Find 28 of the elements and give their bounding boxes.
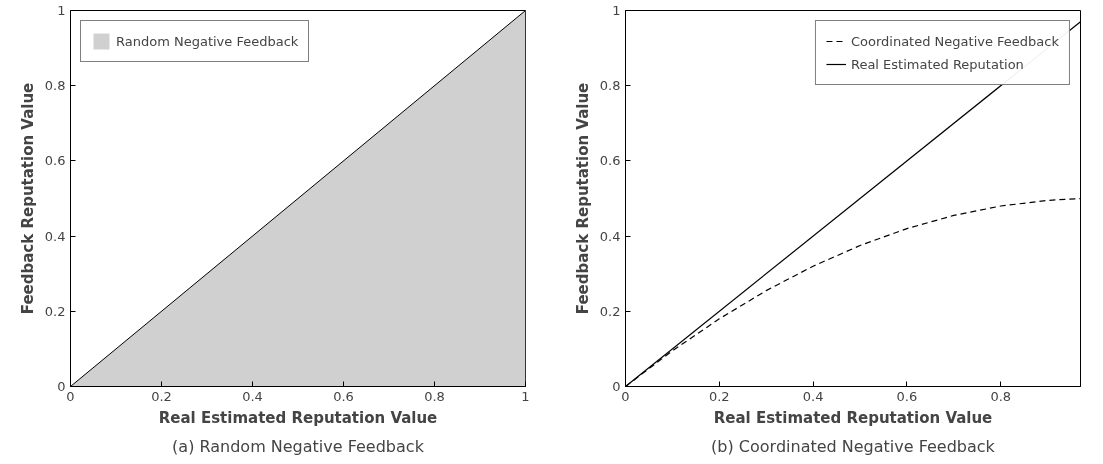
y-tick-label: 1 — [57, 3, 66, 18]
x-tick-label: 1 — [521, 388, 530, 404]
y-tick-label: 1 — [612, 3, 621, 18]
y-tick-label: 0.4 — [599, 228, 621, 244]
x-tick-label: 0.2 — [151, 388, 172, 404]
y-tick-label: 0.4 — [44, 228, 66, 244]
legend-label: Random Negative Feedback — [116, 33, 299, 49]
x-tick-label: 0.8 — [990, 388, 1012, 404]
y-axis-title: Feedback Reputation Value — [573, 82, 592, 315]
y-tick-label: 0.8 — [599, 78, 621, 94]
x-tick-label: 0.6 — [333, 388, 354, 404]
text: (a) Random Negative Feedback — [172, 436, 425, 456]
y-axis-title: Feedback Reputation Value — [18, 82, 37, 315]
x-axis-title: Real Estimated Reputation Value — [158, 408, 438, 427]
y-tick-label: 0.6 — [44, 153, 66, 169]
x-tick-label: 0.4 — [242, 388, 263, 404]
x-tick-label: 0.2 — [708, 388, 730, 404]
legend-label: Coordinated Negative Feedback — [850, 33, 1059, 49]
y-tick-label: 0.2 — [44, 303, 66, 319]
x-tick-label: 0.6 — [896, 388, 918, 404]
x-tick-label: 0.4 — [802, 388, 824, 404]
x-axis-title: Real Estimated Reputation Value — [713, 408, 993, 427]
legend-label: Real Estimated Reputation — [850, 56, 1024, 72]
text: (b) Coordinated Negative Feedback — [711, 436, 996, 456]
y-tick-label: 0.2 — [599, 303, 621, 319]
y-tick-label: 0.8 — [44, 78, 66, 94]
x-tick-label: 0.8 — [424, 388, 445, 404]
y-tick-label: 0.6 — [599, 153, 621, 169]
